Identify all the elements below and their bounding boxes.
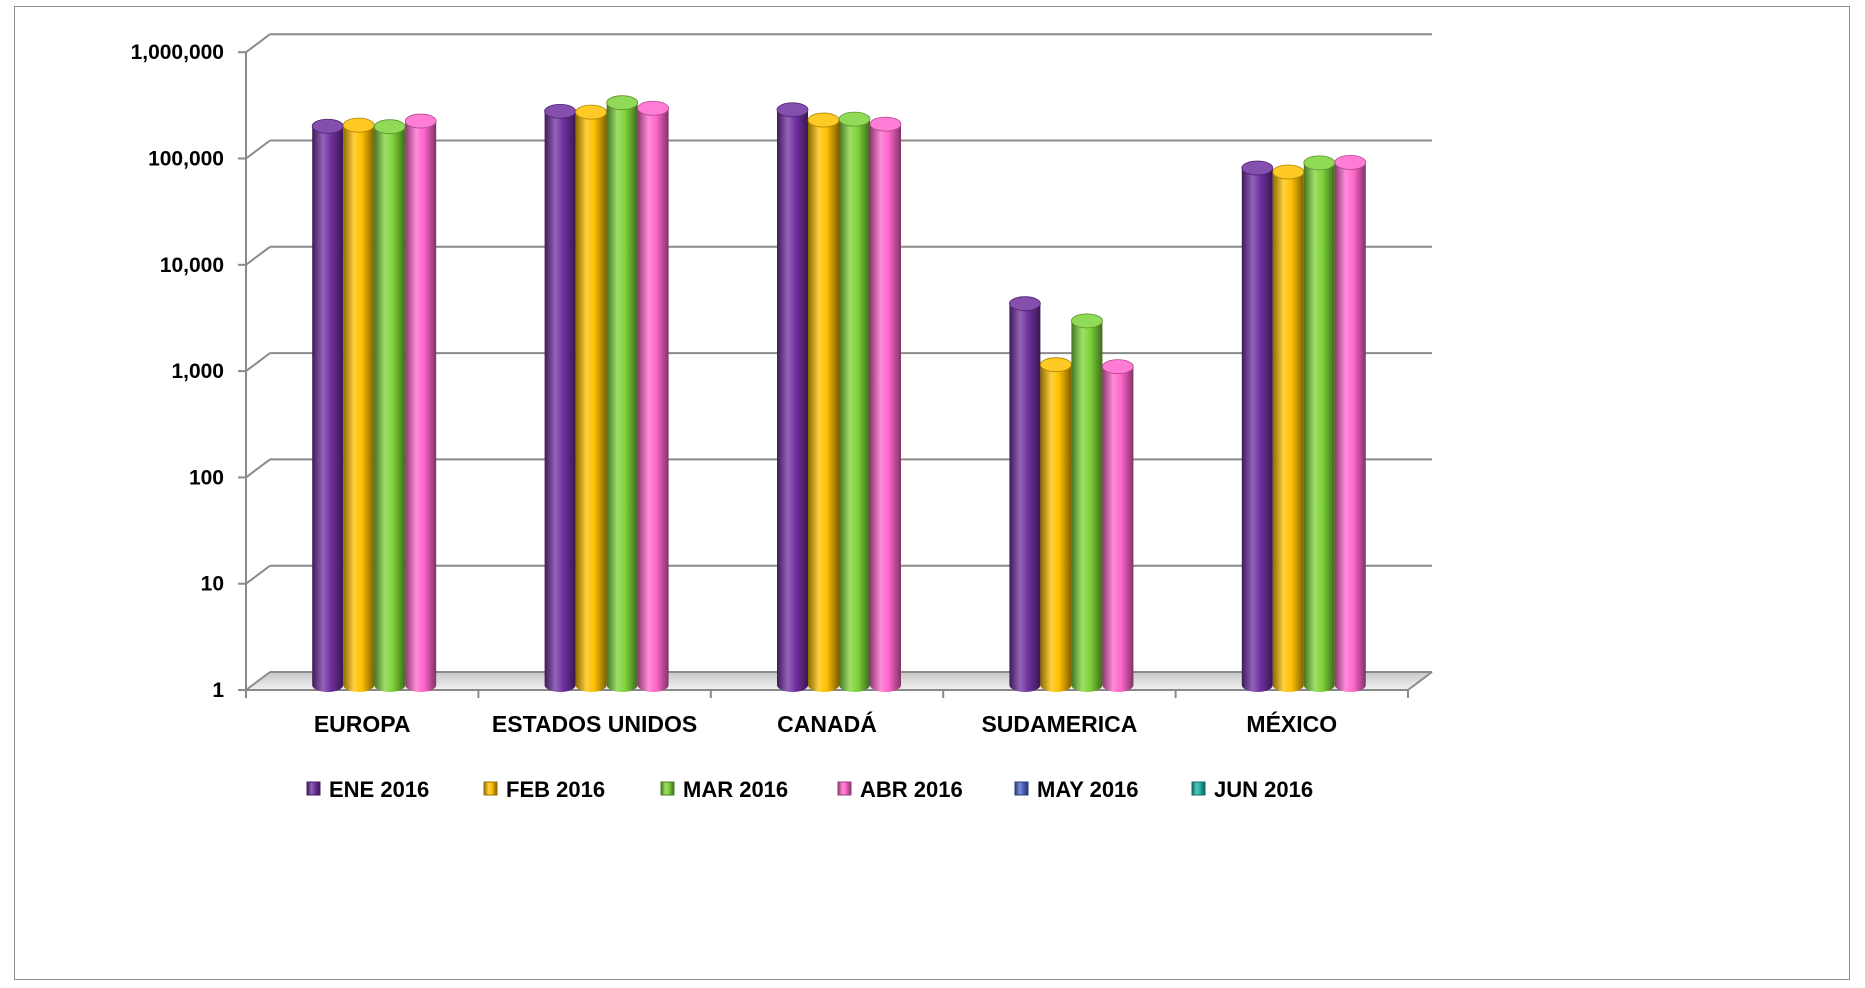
y-tick-label: 100,000	[148, 148, 224, 171]
bar-top	[575, 104, 607, 120]
bar	[870, 124, 901, 693]
y-tick-label: 100	[189, 466, 224, 489]
bar	[405, 121, 437, 693]
bar	[637, 108, 669, 692]
x-tick-label: MÉXICO	[1246, 710, 1337, 737]
bar	[374, 126, 406, 692]
bar-top	[807, 112, 840, 128]
legend-swatch	[1191, 781, 1206, 796]
legend-label: MAY 2016	[1037, 777, 1139, 802]
bar-top	[311, 118, 344, 134]
bar-top	[1040, 357, 1072, 373]
bar-top	[838, 111, 871, 127]
bar	[1303, 162, 1335, 692]
legend-swatch	[483, 781, 498, 796]
legend-label: JUN 2016	[1214, 777, 1313, 802]
bar-top	[776, 102, 809, 118]
gridline-depth	[245, 352, 271, 372]
y-tick-label: 10	[201, 573, 224, 596]
floor-right-edge	[1407, 671, 1433, 691]
y-tick-label: 10,000	[160, 254, 224, 277]
y-tick-label: 1,000,000	[131, 41, 224, 64]
bar-top	[1102, 359, 1134, 375]
bar-top	[404, 113, 437, 129]
bar-top	[606, 95, 638, 111]
gridline-depth	[245, 33, 271, 54]
legend-label: ENE 2016	[329, 777, 429, 802]
legend-label: MAR 2016	[683, 777, 788, 802]
bar	[1040, 364, 1072, 692]
x-tick-label: SUDAMERICA	[981, 711, 1137, 737]
gridline-depth	[245, 246, 271, 266]
bar	[606, 102, 638, 692]
bar	[1102, 366, 1134, 692]
bar-top	[637, 100, 669, 116]
bar-top	[544, 103, 576, 119]
y-tick-label: 1	[212, 679, 224, 702]
legend-swatch	[660, 781, 675, 796]
bar	[839, 119, 870, 692]
bar	[1071, 320, 1103, 692]
bar-top	[1071, 313, 1103, 329]
bar	[312, 126, 344, 692]
chart-svg: 1 10 100 1,000 10,000 100,000 1,000,000 EUROPA E…	[131, 33, 1433, 802]
gridline-depth	[245, 671, 271, 691]
bar	[1009, 303, 1041, 692]
bar-top	[1334, 154, 1367, 170]
x-tick-label: EUROPA	[314, 711, 411, 737]
bar-top	[342, 117, 375, 133]
gridline-depth	[245, 458, 271, 479]
bar	[544, 111, 576, 692]
bar-top	[1241, 160, 1274, 176]
legend-swatch	[1014, 781, 1029, 796]
bar-top	[1303, 155, 1336, 171]
x-tick-label: CANADÁ	[777, 710, 877, 737]
bar	[1272, 171, 1304, 692]
legend-label: FEB 2016	[506, 777, 605, 802]
bar	[575, 112, 607, 692]
bar	[808, 120, 839, 692]
bar-top	[869, 116, 902, 132]
x-tick-label: ESTADOS UNIDOS	[492, 711, 697, 737]
bar-top	[1009, 296, 1041, 312]
legend-label: ABR 2016	[860, 777, 963, 802]
bar	[1241, 168, 1273, 693]
bar	[343, 125, 375, 692]
legend-swatch	[837, 781, 852, 796]
bar	[777, 109, 808, 693]
chart-area: 1 10 100 1,000 10,000 100,000 1,000,000 EUROPA E…	[14, 6, 1850, 980]
bar-top	[373, 119, 406, 135]
y-tick-label: 1,000	[171, 360, 224, 383]
gridline-depth	[245, 564, 271, 585]
bar-top	[1272, 164, 1305, 180]
gridline-depth	[245, 139, 271, 160]
legend-swatch	[306, 781, 321, 796]
bar	[1334, 162, 1366, 692]
